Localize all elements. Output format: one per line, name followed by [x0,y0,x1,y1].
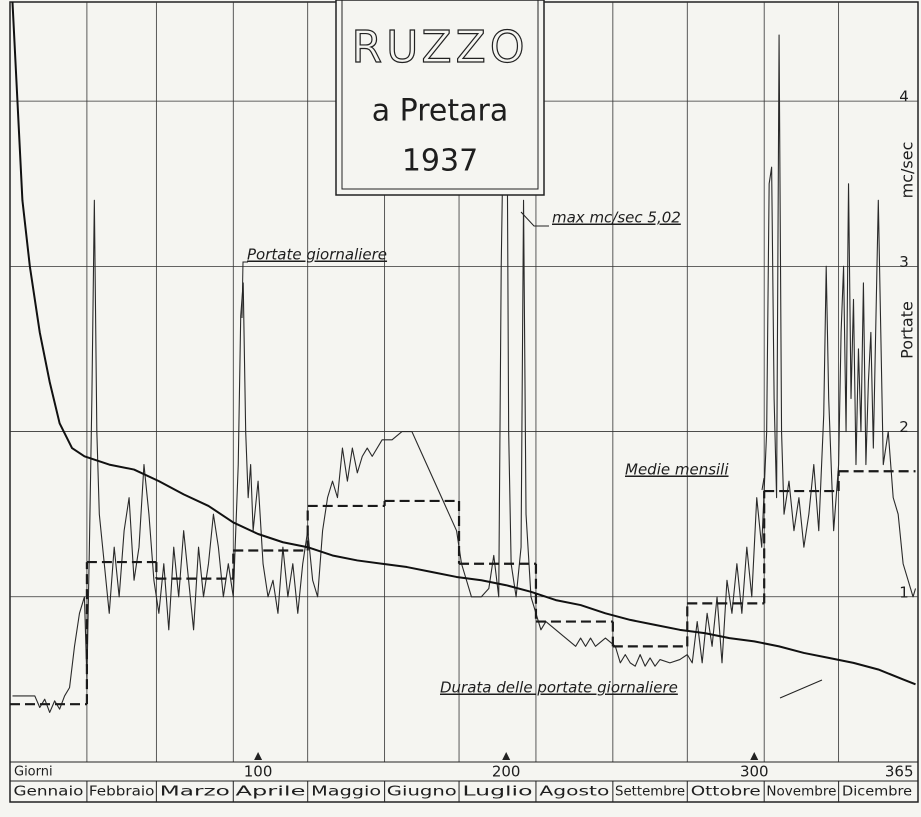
x-category-label: Novembre [766,785,836,800]
grid [10,2,918,762]
plot [10,2,917,713]
x-category-label: Marzo [160,785,230,800]
chart-title: RUZZO [352,22,529,73]
x-tick-label: 365 [885,763,914,781]
leader-line [761,477,765,491]
x-axis-label: Giorni [14,765,53,780]
y-tick-label: 1 [899,583,909,601]
x-tick-label: 100 [244,763,273,781]
series-line [12,2,917,713]
x-tick-mark [502,752,511,760]
annotation-monthly: Medie mensili [625,461,729,479]
x-category-label: Agosto [539,785,609,800]
chart-subtitle: a Pretara [372,94,508,129]
title-frame [335,0,545,196]
annotation-max: max mc/sec 5,02 [552,209,681,227]
x-category-label: Gennaio [13,785,83,800]
annotation-daily: Portate giornaliere [247,246,387,264]
leader-line [241,261,248,319]
x-tick-mark [750,752,759,760]
y-tick-label: 4 [899,88,909,106]
x-category-label: Ottobre [691,785,761,800]
y-axis-unit: mc/sec [898,142,917,199]
x-tick-mark [254,752,263,760]
x-tick-label: 200 [492,763,521,781]
y-tick-label: 2 [899,418,909,436]
x-category-label: Settembre [615,785,685,800]
x-category-label: Dicembre [842,785,912,800]
x-category-label: Aprile [235,785,305,800]
series-line [11,2,916,686]
x-category-label: Febbraio [89,785,155,800]
y-axis-label: Portate [898,301,917,359]
x-category-label: Giugno [387,785,457,800]
x-category-label: Maggio [311,785,381,800]
leader-line [779,679,823,699]
x-category-label: Luglio [462,785,532,800]
title-box: RUZZO a Pretara 1937 [335,0,545,196]
annotation-duration: Durata delle portate giornaliere [440,679,678,697]
title-frame-inner [341,0,539,190]
chart-year: 1937 [402,144,478,179]
y-tick-label: 3 [899,253,909,271]
leader-line [520,211,549,227]
x-tick-label: 300 [740,763,769,781]
